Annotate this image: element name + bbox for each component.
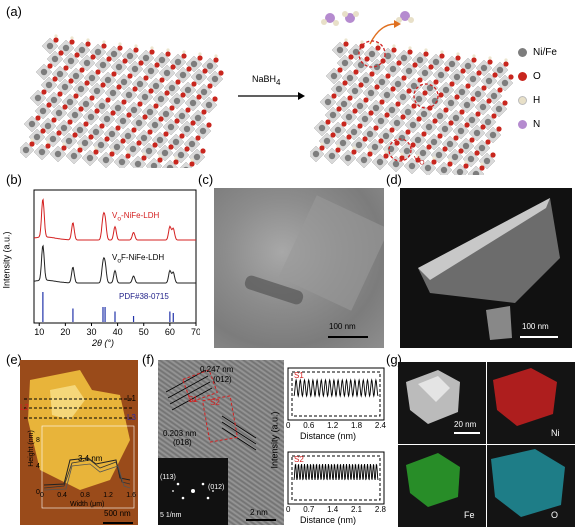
hydrogen-atom-icon bbox=[518, 95, 527, 105]
xrd-ref-label: PDF#38-0715 bbox=[119, 292, 169, 301]
eds-scale-label: 20 nm bbox=[454, 420, 477, 429]
nh3-molecules bbox=[321, 11, 414, 26]
fft-scale-label: 5 1/nm bbox=[160, 512, 182, 519]
line-profile-plots bbox=[287, 367, 385, 505]
hrtem-annotations bbox=[165, 369, 257, 451]
afm-image bbox=[20, 360, 138, 525]
profile2-xlabel: Distance (nm) bbox=[300, 515, 357, 525]
hrtem-image bbox=[158, 360, 284, 525]
afm-xlabel: Width (μm) bbox=[70, 501, 105, 508]
panel-f-label: (f) bbox=[142, 352, 155, 367]
afm-yticks: 8 4 0 bbox=[36, 437, 40, 496]
oxygen-atom-icon bbox=[518, 71, 527, 81]
legend-item-nife: Ni/Fe bbox=[518, 40, 580, 64]
panel-b-label: (b) bbox=[6, 172, 22, 187]
reaction-arrow bbox=[238, 92, 305, 100]
xrd-pattern-vo bbox=[33, 198, 196, 241]
ldh-structure-pristine bbox=[20, 34, 224, 168]
lattice-d1-plane: (012) bbox=[213, 375, 232, 384]
nitrogen-atom-icon bbox=[518, 119, 527, 129]
hrtem-scale-label: 2 nm bbox=[250, 508, 268, 517]
panel-a-label: (a) bbox=[6, 4, 22, 19]
eds-label-ni: Ni bbox=[551, 428, 560, 438]
legend-item-o: O bbox=[518, 64, 580, 88]
profile-s1-label: S1 bbox=[294, 371, 304, 380]
profile1-xlabel: Distance (nm) bbox=[300, 431, 357, 441]
region-s2-label: S2 bbox=[210, 398, 220, 407]
panel-c-label: (c) bbox=[198, 172, 214, 187]
reagent-label: NaBH4 bbox=[252, 74, 281, 87]
xrd-ylabel: Intensity (a.u.) bbox=[1, 231, 12, 289]
eds-map-fe bbox=[398, 445, 486, 527]
afm-flake bbox=[28, 370, 130, 490]
tem-scale-bar bbox=[328, 336, 368, 338]
afm-ylabel: Height (nm) bbox=[27, 430, 35, 467]
lattice-d2: 0.203 nm bbox=[163, 429, 197, 438]
xrd-xtick-label: 40 bbox=[113, 327, 123, 337]
xrd-axes bbox=[33, 189, 197, 324]
xrd-xtick-label: 30 bbox=[86, 327, 96, 337]
afm-xticks: 0 0.4 0.8 1.2 1.6 bbox=[40, 492, 136, 499]
xrd-sample1-label: Vo-NiFe-LDH bbox=[112, 211, 160, 223]
eds-map-ni bbox=[487, 362, 575, 444]
profile2-xticks: 0 0.7 1.4 2.1 2.8 bbox=[286, 505, 386, 514]
fft-plane-012: (012) bbox=[208, 484, 225, 491]
afm-thickness: 3.4 nm bbox=[78, 454, 103, 463]
haadf-image bbox=[400, 188, 572, 348]
afm-line-profiles bbox=[24, 398, 135, 509]
xrd-xlabel: 2θ (°) bbox=[92, 338, 114, 348]
panel-e-label: (e) bbox=[6, 352, 22, 367]
lattice-d2-plane: (018) bbox=[173, 438, 192, 447]
lattice-d1: 0.247 nm bbox=[200, 365, 234, 374]
legend-item-n: N bbox=[518, 112, 580, 136]
region-s1-label: S1 bbox=[188, 395, 198, 404]
eds-scale-bar bbox=[454, 432, 480, 434]
eds-label-o: O bbox=[551, 510, 559, 520]
tem-scale-label: 100 nm bbox=[329, 322, 356, 331]
afm-line-l2: L2 bbox=[20, 403, 29, 412]
eds-label-fe: Fe bbox=[464, 510, 475, 520]
eds-map-o bbox=[487, 445, 575, 527]
xrd-xtick-label: 20 bbox=[60, 327, 70, 337]
ldh-structure-reduced bbox=[310, 11, 514, 175]
haadf-scale-bar bbox=[520, 336, 558, 338]
profile-s2-label: S2 bbox=[294, 455, 304, 464]
nife-atom-icon bbox=[518, 47, 527, 57]
afm-scale-bar bbox=[103, 522, 133, 524]
legend-item-h: H bbox=[518, 88, 580, 112]
pdf-reference-lines bbox=[42, 292, 174, 322]
fft-inset bbox=[158, 458, 228, 525]
afm-line-l1: L1 bbox=[127, 394, 136, 403]
profile-s1 bbox=[293, 378, 379, 398]
xrd-xtick-label: 70 bbox=[191, 327, 200, 337]
fft-plane-113: (113) bbox=[160, 474, 176, 481]
profile-ylabel: Intensity (a.u.) bbox=[269, 411, 280, 469]
panel-d-label: (d) bbox=[386, 172, 402, 187]
panel-g-label: (g) bbox=[386, 352, 402, 367]
xrd-xtick-label: 10 bbox=[34, 327, 44, 337]
afm-line-l3: L3 bbox=[127, 413, 136, 422]
eds-haadf bbox=[398, 362, 486, 444]
afm-scale-label: 500 nm bbox=[104, 509, 131, 518]
tem-image bbox=[214, 188, 384, 348]
xrd-plot: 10 20 30 40 50 60 70 bbox=[33, 189, 200, 337]
xrd-xtick-label: 50 bbox=[139, 327, 149, 337]
haadf-scale-label: 100 nm bbox=[522, 322, 549, 331]
haadf-flake bbox=[418, 198, 560, 340]
vacancy-label: VO bbox=[414, 155, 425, 167]
xrd-sample2-label: VoF-NiFe-LDH bbox=[112, 253, 165, 265]
profile1-xticks: 0 0.6 1.2 1.8 2.4 bbox=[286, 421, 386, 430]
atom-legend: Ni/Fe O H N bbox=[518, 40, 580, 136]
xrd-pattern-vof bbox=[33, 244, 196, 284]
hrtem-scale-bar bbox=[246, 519, 276, 521]
xrd-xtick-label: 60 bbox=[165, 327, 175, 337]
profile-s2 bbox=[293, 463, 379, 481]
